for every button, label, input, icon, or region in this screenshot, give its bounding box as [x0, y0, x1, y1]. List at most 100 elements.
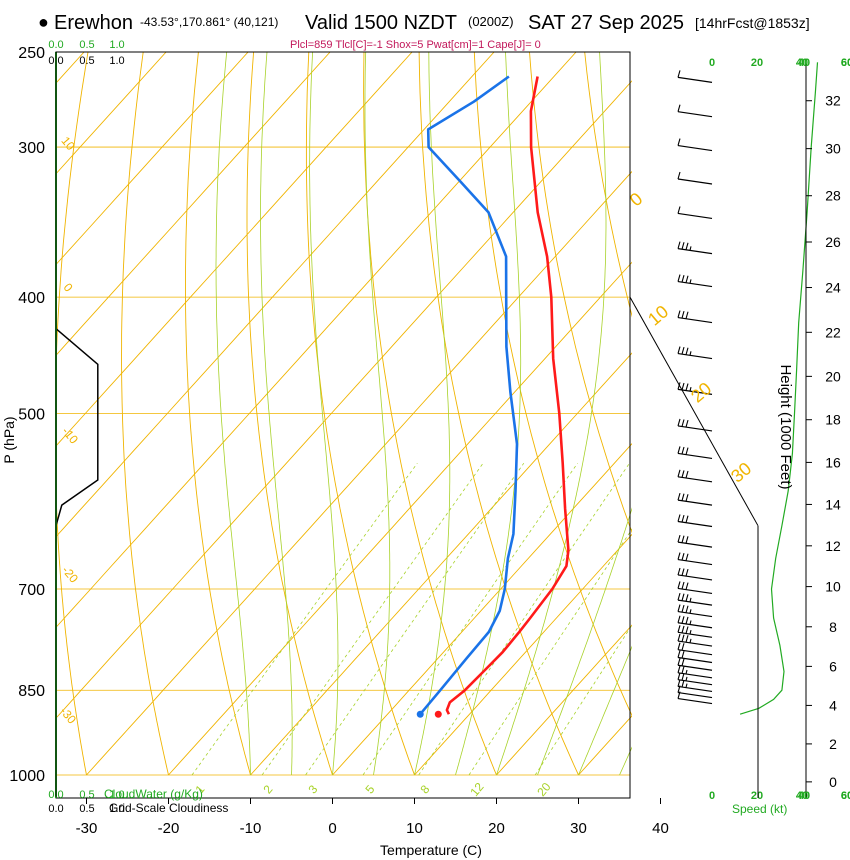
wind-barb	[677, 171, 713, 185]
moist-adiabat-line	[364, 52, 391, 776]
wind-barb-staff	[677, 622, 713, 629]
x-tick-label: 10	[406, 820, 423, 837]
cloudiness-legend: Grid-Scale Cloudiness	[109, 801, 228, 815]
wind-panel: 0020204040606002468101214161820222426283…	[677, 57, 850, 802]
wind-barb	[677, 241, 713, 255]
wind-barb-flag	[677, 104, 681, 112]
dry-adiabat-line	[418, 52, 579, 776]
dry-adiabat-line	[363, 52, 497, 776]
wind-barb-flag	[685, 568, 689, 577]
wind-barb-half	[685, 683, 688, 688]
wind-barb-staff	[677, 610, 713, 618]
wind-barb	[677, 104, 713, 118]
cloudiness-scale-bottom: 0.0	[48, 803, 63, 815]
isotherm-label: 0	[626, 189, 647, 211]
speed-tick-top-extra: 60	[841, 57, 850, 69]
isotherm-label: 30	[727, 458, 755, 486]
wind-barb-flag	[677, 665, 681, 673]
wind-barb-flag	[677, 534, 681, 543]
wind-barb-flag	[681, 679, 685, 688]
wind-barb-flag	[681, 553, 685, 561]
wind-barb-flag	[681, 470, 685, 478]
adiabat-label: -30	[57, 704, 79, 727]
pressure-tick-label: 250	[18, 45, 45, 62]
x-tick-label: -10	[240, 820, 262, 837]
wind-barb-staff	[677, 476, 713, 483]
wind-barb	[677, 469, 713, 483]
wind-barb	[677, 567, 713, 581]
wind-barb	[677, 138, 713, 152]
wind-barb-flag	[685, 616, 689, 625]
moist-adiabat-line	[215, 52, 251, 776]
wind-barb-flag	[681, 658, 685, 666]
wind-barb-flag	[681, 604, 685, 613]
wind-barb-flag	[681, 634, 685, 642]
moist-adiabat-line	[260, 52, 293, 776]
wind-barb-staff	[677, 574, 713, 581]
cloudiness-scale-top: 0.0	[48, 55, 63, 67]
wind-barb-flag	[685, 515, 689, 523]
wind-barb-flag	[677, 346, 681, 354]
isotherm-label: 20	[687, 378, 715, 406]
height-tick-label: 18	[825, 412, 841, 428]
cloudiness-scale-bottom: 1.0	[109, 803, 124, 815]
pressure-tick-label: 500	[18, 407, 45, 424]
isotherm-line	[168, 261, 632, 776]
height-tick-label: 12	[825, 538, 841, 554]
height-tick-label: 4	[829, 697, 837, 713]
speed-tick-bottom-extra: 40	[798, 790, 810, 802]
dry-adiabat-line	[584, 52, 632, 318]
speed-tick-top: 0	[709, 57, 715, 69]
wind-barb-flag	[681, 625, 685, 634]
wind-barb-staff	[677, 76, 713, 83]
isotherm-line	[414, 533, 632, 776]
wind-barb-staff	[677, 178, 713, 185]
wind-barb-flag	[681, 650, 685, 659]
wind-barb-flag	[677, 206, 681, 214]
wind-barb-flag	[677, 679, 681, 687]
wind-barb-half	[685, 669, 688, 675]
wind-barb-flag	[677, 604, 681, 612]
wind-barb-half	[689, 620, 692, 625]
wind-barb-flag	[677, 310, 681, 318]
speed-tick-top-extra: 40	[798, 57, 810, 69]
height-tick-label: 24	[825, 280, 841, 296]
wind-barb-staff	[677, 499, 713, 506]
wind-barb	[677, 70, 713, 83]
wind-barb-half	[689, 638, 692, 643]
wind-barb-flag	[677, 418, 681, 427]
wind-barb-flag	[685, 447, 689, 455]
wind-barb-flag	[681, 493, 685, 501]
x-tick-label: -30	[76, 820, 98, 837]
wind-barb-flag	[685, 635, 689, 643]
mixing-ratio-line	[261, 462, 484, 776]
wind-barb	[677, 514, 713, 528]
wind-barb-staff	[677, 520, 713, 528]
wind-barb-flag	[685, 347, 689, 355]
wind-barb-flag	[677, 70, 681, 78]
cloudiness-scale-bottom: 0.5	[79, 803, 94, 815]
speed-tick-bottom-extra: 60	[841, 790, 850, 802]
wind-barb-half	[689, 629, 692, 635]
wind-barb-flag	[677, 672, 681, 680]
wind-barb-flag	[681, 346, 685, 355]
wind-barb-flag	[677, 514, 681, 522]
wind-barb-flag	[681, 643, 685, 651]
wind-barb-staff	[677, 212, 713, 220]
temperature-surface-marker	[434, 710, 442, 718]
wind-barb-staff	[677, 452, 713, 460]
wind-barb-staff	[677, 144, 713, 152]
pressure-tick-label: 400	[18, 290, 45, 307]
wind-barb-flag	[685, 594, 689, 602]
wind-barb-staff	[677, 587, 713, 595]
wind-barb-flag	[681, 581, 685, 590]
wind-barb-flag	[681, 568, 685, 576]
dry-adiabat-line	[640, 52, 850, 775]
dewpoint-line	[419, 75, 519, 716]
height-tick-label: 22	[825, 324, 841, 340]
wind-barb	[677, 650, 713, 664]
wind-barb-staff	[677, 541, 713, 548]
height-tick-label: 8	[829, 619, 837, 635]
dry-adiabat-line	[529, 52, 632, 534]
